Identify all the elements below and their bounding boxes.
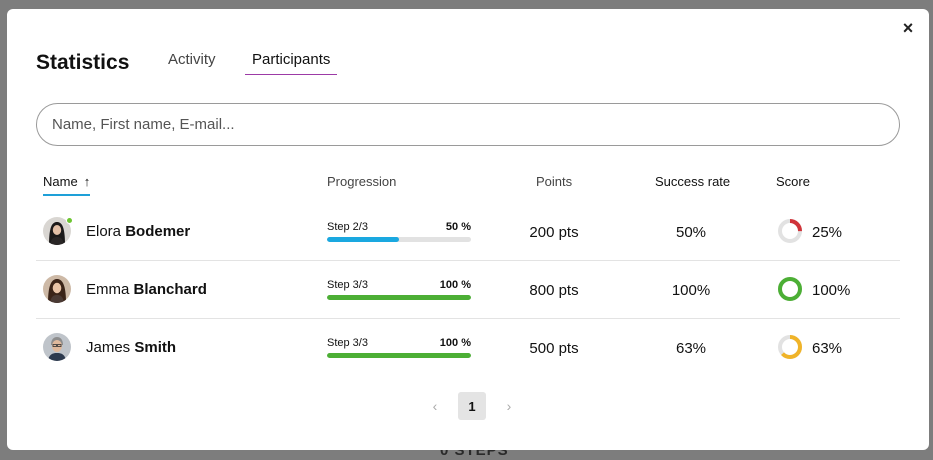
statistics-modal: × Statistics Activity Participants Name ↑… (7, 9, 929, 450)
points-value: 500 pts (529, 340, 579, 357)
table-row[interactable]: James Smith Step 3/3 100 % 500 pts 63% 6… (36, 319, 900, 377)
chevron-right-icon[interactable]: › (506, 398, 512, 414)
first-name: Emma (86, 281, 130, 298)
tab-activity[interactable]: Activity (168, 51, 216, 68)
step-label: Step 2/3 (327, 221, 368, 233)
progress-percent: 100 % (439, 337, 471, 349)
search-input[interactable] (36, 103, 900, 146)
table-row[interactable]: Elora Bodemer Step 2/3 50 % 200 pts 50% … (36, 203, 900, 261)
progression: Step 2/3 50 % (327, 221, 471, 242)
success-rate-value: 50% (675, 224, 707, 241)
score-value: 63% (812, 340, 843, 357)
progress-fill (327, 295, 471, 300)
score-value: 25% (812, 224, 843, 241)
avatar (43, 275, 71, 303)
first-name: James (86, 339, 131, 356)
modal-header: Statistics (36, 45, 129, 75)
step-label: Step 3/3 (327, 337, 368, 349)
progression: Step 3/3 100 % (327, 279, 471, 300)
last-name: Smith (134, 339, 177, 356)
page-button-current[interactable]: 1 (458, 392, 486, 420)
progress-track (327, 353, 471, 358)
progress-track (327, 237, 471, 242)
page-title: Statistics (36, 51, 130, 74)
last-name: Blanchard (133, 281, 207, 298)
column-header-name-label: Name (43, 174, 78, 189)
column-header-score[interactable]: Score (776, 174, 810, 189)
column-header-points[interactable]: Points (536, 174, 573, 189)
progress-track (327, 295, 471, 300)
chevron-left-icon[interactable]: ‹ (432, 398, 438, 414)
close-icon[interactable]: × (902, 18, 914, 38)
score-donut-chart (778, 277, 802, 301)
online-status-dot (66, 217, 73, 224)
score-donut-chart (778, 219, 802, 243)
points-value: 800 pts (529, 282, 579, 299)
column-header-success-rate[interactable]: Success rate (655, 174, 731, 189)
arrow-up-icon[interactable]: ↑ (83, 174, 91, 189)
table-row[interactable]: Emma Blanchard Step 3/3 100 % 800 pts 10… (36, 261, 900, 319)
tab-participants[interactable]: Participants (245, 51, 338, 75)
column-header-name[interactable]: Name ↑ (43, 174, 91, 196)
donut-arc (778, 335, 802, 359)
points-value: 200 pts (529, 224, 579, 241)
progression: Step 3/3 100 % (327, 337, 471, 358)
progress-fill (327, 237, 399, 242)
participant-name: James Smith (86, 339, 176, 356)
last-name: Bodemer (125, 223, 191, 240)
donut-arc (778, 277, 802, 301)
participant-name: Emma Blanchard (86, 281, 207, 298)
progress-percent: 100 % (439, 279, 471, 291)
success-rate-value: 63% (675, 340, 707, 357)
first-name: Elora (86, 223, 122, 240)
donut-arc (778, 219, 802, 243)
pagination: ‹ 1 › (426, 392, 518, 420)
participant-name: Elora Bodemer (86, 223, 190, 240)
step-label: Step 3/3 (327, 279, 368, 291)
progress-percent: 50 % (445, 221, 471, 233)
success-rate-value: 100% (671, 282, 711, 299)
progress-fill (327, 353, 471, 358)
score-donut-chart (778, 335, 802, 359)
avatar (43, 333, 71, 361)
column-header-progression[interactable]: Progression (327, 174, 397, 189)
score-value: 100% (812, 282, 851, 299)
